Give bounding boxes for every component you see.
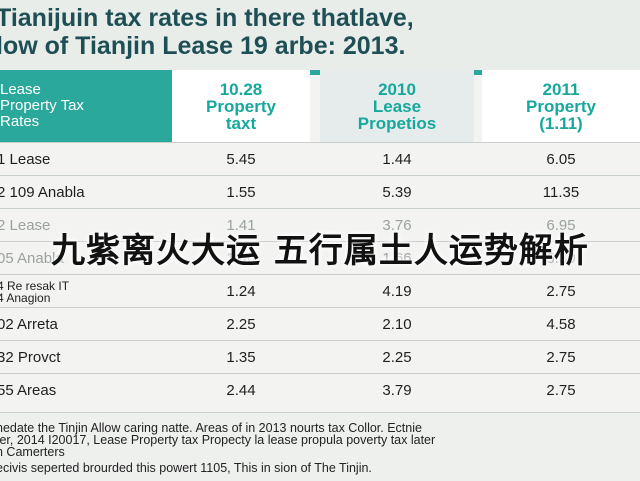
cell-col-1: 1.55 — [226, 184, 256, 201]
row-label: 32 Provct — [0, 349, 61, 366]
cell-col-1: 1.40 — [226, 250, 256, 267]
row-label: 05 Anabla — [0, 250, 64, 267]
cell-col-2: 1.66 — [382, 250, 412, 267]
table-row: 2 Lease 1.41 3.76 6.95 — [0, 208, 640, 242]
footnote-line: n Camerters — [0, 446, 65, 459]
header-col-line: Lease — [372, 96, 422, 116]
table-row: 05 Anabla 1.40 1.66 5.80 — [0, 241, 640, 275]
cell-col-1: 1.41 — [226, 217, 256, 234]
cell-col-2: 3.76 — [382, 217, 412, 234]
cell-col-2: 2.25 — [382, 349, 412, 366]
header-col-line: taxt — [225, 113, 257, 133]
cell-col-1: 1.24 — [226, 283, 256, 300]
cell-col-1: 2.25 — [226, 316, 256, 333]
cell-col-3: 6.95 — [546, 217, 576, 234]
header-col-line: (1.11) — [539, 113, 583, 133]
row-label: 55 Areas — [0, 382, 57, 399]
cell-col-3: 2.75 — [546, 382, 576, 399]
table-row: 55 Areas 2.44 3.79 2.75 — [0, 373, 640, 407]
header-col-line: Propetios — [357, 113, 437, 133]
cell-col-3: 6.05 — [546, 151, 576, 168]
table-title: Tianijuin tax rates in there thatlave, l… — [0, 0, 640, 70]
cell-col-3: 2.75 — [546, 283, 576, 300]
cell-col-3: 4.58 — [546, 316, 576, 333]
cell-col-2: 2.10 — [382, 316, 412, 333]
header-col-1: 10.28 Property taxt — [172, 70, 310, 142]
cell-col-2: 5.39 — [382, 184, 412, 201]
header-label-cell: Lease Property Tax Rates — [0, 70, 172, 142]
table-row: 2 109 Anabla 1.55 5.39 11.35 — [0, 175, 640, 209]
row-label: 02 Arreta — [0, 316, 58, 333]
header-col-3: 2011 Property (1.11) — [482, 70, 640, 142]
table-row: 4 Re resak IT 4 Anagion 1.24 4.19 2.75 — [0, 274, 640, 308]
cell-col-1: 2.44 — [226, 382, 256, 399]
footnote-line: nedate the Tinjin Allow caring natte. Ar… — [0, 422, 422, 435]
title-line-2: low of Tianjin Lease 19 arbe: 2013. — [0, 32, 406, 60]
header-label-line: Rates — [0, 113, 40, 130]
header-col-2: 2010 Lease Propetios — [320, 70, 474, 142]
footnote-line: ecivis seperted brourded this powert 110… — [0, 462, 372, 475]
table-header: Lease Property Tax Rates 10.28 Property … — [0, 70, 640, 142]
header-col-line: 10.28 — [219, 79, 263, 99]
cell-col-2: 4.19 — [382, 283, 412, 300]
row-label-line: 4 Anagion — [0, 290, 51, 305]
table-row: 02 Arreta 2.25 2.10 4.58 — [0, 307, 640, 341]
row-label: 4 Re resak IT 4 Anagion — [0, 275, 169, 308]
cell-col-2: 1.44 — [382, 151, 412, 168]
header-label-line: Property Tax — [0, 97, 84, 114]
cell-col-3: 2.75 — [546, 349, 576, 366]
row-label: 2 Lease — [0, 217, 51, 234]
footnote: nedate the Tinjin Allow caring natte. Ar… — [0, 412, 640, 481]
header-col-line: 2011 — [542, 79, 580, 99]
cell-col-3: 5.80 — [546, 250, 576, 267]
header-col-line: Property — [206, 96, 276, 116]
row-label: 2 109 Anabla — [0, 184, 85, 201]
footnote-line: ter, 2014 I20017, Lease Property tax Pro… — [0, 434, 436, 447]
cell-col-1: 5.45 — [226, 151, 256, 168]
table-row: 1 Lease 5.45 1.44 6.05 — [0, 142, 640, 176]
header-col-line: 2010 — [378, 79, 416, 99]
cell-col-1: 1.35 — [226, 349, 256, 366]
cell-col-3: 11.35 — [542, 184, 580, 201]
row-label-line: 4 Re resak IT — [0, 278, 70, 293]
row-label: 1 Lease — [0, 151, 51, 168]
cell-col-2: 3.79 — [382, 382, 412, 399]
table-row: 32 Provct 1.35 2.25 2.75 — [0, 340, 640, 374]
overlay-caption: 九紫离火大运 五行属土人运势解析 — [51, 230, 589, 271]
header-label-line: Lease — [0, 81, 41, 98]
header-col-line: Property — [526, 96, 596, 116]
title-line-1: Tianijuin tax rates in there thatlave, — [0, 4, 414, 32]
